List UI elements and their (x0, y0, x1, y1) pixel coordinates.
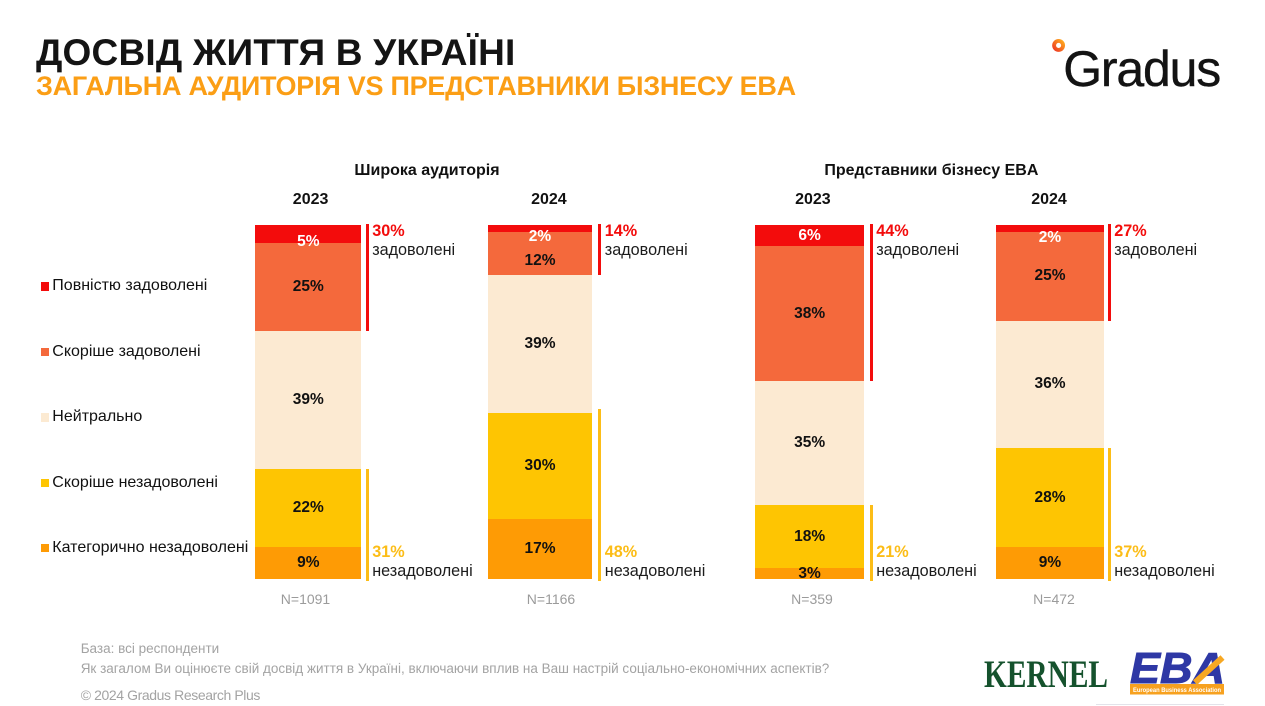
svg-text:Gradus: Gradus (1063, 41, 1221, 97)
svg-text:European Business Association: European Business Association (1133, 687, 1221, 694)
svg-text:KERNEL: KERNEL (984, 654, 1108, 694)
